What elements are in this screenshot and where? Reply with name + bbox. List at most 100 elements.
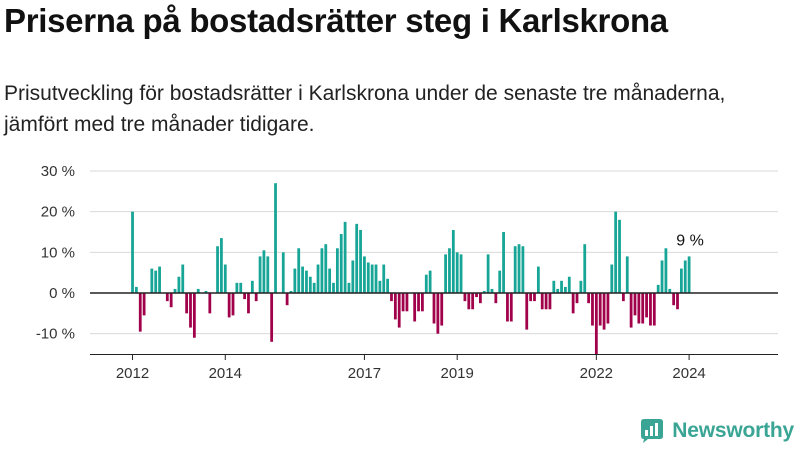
- bar: [683, 260, 687, 293]
- bar: [305, 270, 308, 293]
- bar: [270, 293, 274, 342]
- bar: [560, 280, 563, 293]
- y-tick-label: 30 %: [41, 163, 75, 180]
- bar: [386, 278, 390, 293]
- bar: [359, 229, 362, 293]
- bar: [312, 282, 316, 293]
- x-tick-label: 2014: [209, 365, 242, 382]
- bar: [289, 290, 293, 293]
- bar: [536, 266, 540, 293]
- bar: [463, 293, 467, 302]
- bar: [490, 288, 494, 293]
- brand-name: Newsworthy: [672, 419, 794, 442]
- bar: [629, 293, 633, 328]
- bar: [637, 293, 641, 324]
- bar: [486, 254, 490, 293]
- bar: [482, 290, 486, 293]
- bar: [494, 293, 498, 304]
- bar: [556, 288, 560, 293]
- bar: [366, 262, 370, 293]
- bar: [668, 288, 672, 293]
- bar: [355, 223, 359, 293]
- bar: [625, 256, 629, 293]
- bar: [544, 293, 548, 310]
- bar: [154, 270, 158, 293]
- bar: [324, 244, 328, 293]
- bar: [343, 221, 347, 293]
- bar: [502, 232, 505, 293]
- bar: [633, 293, 637, 316]
- bar: [339, 234, 343, 293]
- bar: [231, 293, 235, 316]
- bar: [138, 293, 142, 332]
- bar: [250, 280, 254, 293]
- bar: [417, 293, 420, 312]
- bar: [649, 293, 652, 326]
- bar: [498, 270, 502, 293]
- bar: [185, 293, 189, 314]
- bar: [525, 293, 529, 330]
- bar: [652, 293, 656, 326]
- bar: [451, 229, 455, 293]
- bar: [320, 248, 324, 293]
- bar: [227, 293, 231, 318]
- bar: [281, 252, 285, 293]
- bar: [506, 293, 509, 322]
- bar: [173, 288, 177, 293]
- bar: [564, 286, 567, 293]
- x-tick-label: 2017: [348, 365, 381, 382]
- bar: [390, 293, 393, 302]
- bar: [363, 256, 366, 293]
- y-tick-label: 20 %: [41, 204, 75, 221]
- bar: [316, 264, 320, 293]
- bar: [293, 268, 297, 293]
- bar: [254, 293, 258, 302]
- bar: [521, 246, 525, 293]
- bar: [540, 293, 544, 310]
- bar: [220, 238, 223, 293]
- axis-layer: 30 % 20 % 10 % 0 % -10 % 2012 2014 2017 2019 2022…: [36, 163, 778, 382]
- bar: [332, 282, 335, 293]
- bar: [467, 293, 471, 310]
- x-tick-label: 2024: [672, 365, 705, 382]
- bar: [134, 286, 138, 293]
- bar-layer: [131, 183, 691, 354]
- bar: [618, 219, 621, 293]
- bar: [552, 280, 556, 293]
- bar: [571, 293, 575, 314]
- bar: [405, 293, 409, 312]
- bar: [266, 256, 270, 293]
- bar: [150, 268, 154, 293]
- bar: [223, 264, 227, 293]
- bar: [177, 276, 181, 293]
- bar: [672, 293, 676, 306]
- bar: [513, 246, 517, 293]
- chart-title: Priserna på bostadsrätter steg i Karlskr…: [4, 2, 668, 39]
- value-annotation: 9 %: [676, 232, 704, 249]
- bar: [660, 260, 664, 293]
- bar: [301, 266, 304, 293]
- bar: [440, 293, 444, 326]
- bar: [645, 293, 648, 318]
- bar: [274, 183, 277, 293]
- x-tick-label: 2012: [116, 365, 149, 382]
- bar: [192, 293, 196, 338]
- bar: [471, 293, 475, 310]
- bar: [235, 282, 239, 293]
- bar: [196, 288, 200, 293]
- bar: [243, 293, 246, 300]
- bar: [448, 248, 451, 293]
- bar: [622, 293, 625, 302]
- bar: [432, 293, 436, 324]
- bar: [131, 211, 134, 293]
- bar: [262, 250, 266, 293]
- bar: [579, 280, 583, 293]
- bar: [575, 293, 579, 304]
- bar: [142, 293, 146, 316]
- bar: [397, 293, 401, 328]
- bar: [641, 293, 645, 324]
- y-tick-label: 0 %: [49, 285, 75, 302]
- bar: [247, 293, 250, 314]
- bar: [656, 284, 660, 293]
- bar-chart: 30 % 20 % 10 % 0 % -10 % 2012 2014 2017 2019 2022…: [36, 163, 778, 382]
